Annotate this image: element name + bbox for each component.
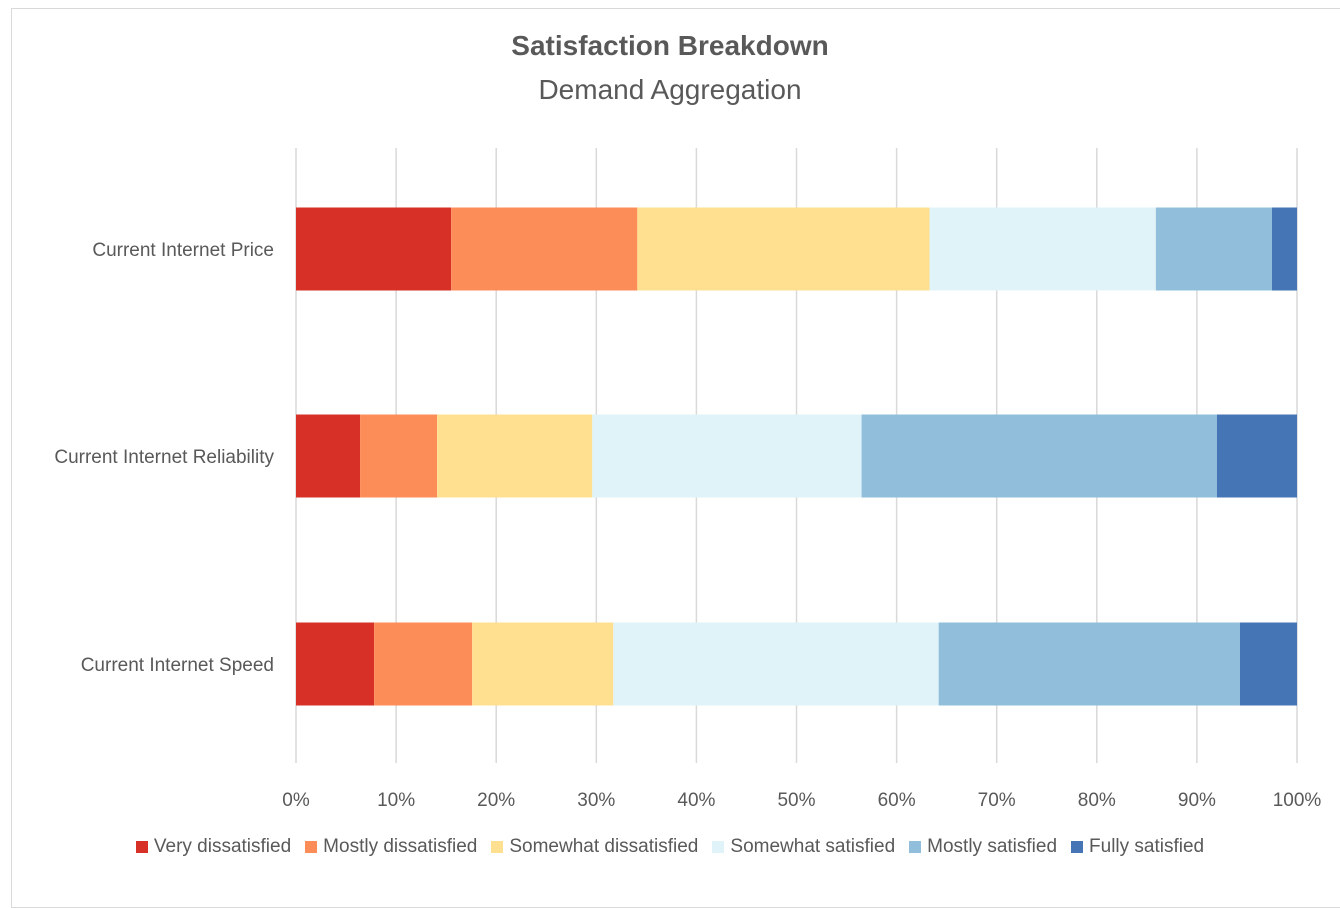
- bar-segment: [1216, 414, 1297, 498]
- bar-segment: [472, 622, 614, 706]
- legend-label: Very dissatisfied: [153, 836, 292, 857]
- x-tick-label: 10%: [377, 790, 415, 811]
- bar-segment: [360, 414, 438, 498]
- x-tick-label: 50%: [777, 790, 815, 811]
- bar-segment: [1271, 207, 1297, 291]
- legend-swatch: [909, 841, 922, 853]
- legend-label: Mostly satisfied: [927, 836, 1058, 857]
- legend-swatch: [305, 841, 318, 853]
- bar-segment: [613, 622, 939, 706]
- legend-item: Mostly dissatisfied: [305, 836, 477, 858]
- bar-segment: [296, 207, 452, 291]
- x-tick-label: 20%: [477, 790, 515, 811]
- chart-plot: 0% 10% 20% 30% 40% 50% 60% 70% 80% 90% 100% Current…: [54, 148, 1322, 811]
- x-tick-label: 0%: [282, 790, 310, 811]
- y-category-label: Current Internet Reliability: [54, 447, 274, 468]
- legend-swatch: [135, 841, 148, 853]
- legend-label: Fully satisfied: [1089, 836, 1205, 857]
- x-tick-label: 70%: [978, 790, 1016, 811]
- legend-swatch: [491, 841, 504, 853]
- legend-item: Mostly satisfied: [909, 836, 1057, 858]
- legend-item: Very dissatisfied: [135, 836, 292, 858]
- legend-item: Somewhat dissatisfied: [491, 836, 698, 858]
- bar-segment: [929, 207, 1156, 291]
- x-tick-label: 90%: [1178, 790, 1216, 811]
- chart-subtitle: Demand Aggregation: [538, 74, 802, 105]
- legend-item: Somewhat satisfied: [712, 836, 895, 858]
- bar-segment: [861, 414, 1217, 498]
- x-tick-label: 80%: [1078, 790, 1116, 811]
- legend-label: Somewhat dissatisfied: [509, 836, 699, 857]
- bar-segment: [1155, 207, 1272, 291]
- bar-segment: [374, 622, 473, 706]
- x-tick-label: 100%: [1273, 790, 1322, 811]
- bar-segment: [451, 207, 638, 291]
- chart-title: Satisfaction Breakdown: [511, 30, 829, 61]
- chart-legend: Very dissatisfied Mostly dissatisfied Some…: [0, 836, 1340, 858]
- legend-label: Somewhat satisfied: [730, 836, 896, 857]
- bar-segment: [592, 414, 862, 498]
- x-tick-label: 30%: [577, 790, 615, 811]
- y-category-label: Current Internet Price: [92, 240, 274, 261]
- bar-segment: [637, 207, 930, 291]
- y-category-label: Current Internet Speed: [81, 655, 274, 676]
- legend-swatch: [712, 841, 725, 853]
- x-tick-label: 60%: [878, 790, 916, 811]
- bar-segment: [296, 622, 375, 706]
- bar-segment: [938, 622, 1240, 706]
- bar-segment: [296, 414, 361, 498]
- legend-label: Mostly dissatisfied: [323, 836, 478, 857]
- bar-segment: [437, 414, 593, 498]
- legend-swatch: [1071, 841, 1084, 853]
- x-tick-label: 40%: [677, 790, 715, 811]
- bar-segment: [1239, 622, 1297, 706]
- legend-item: Fully satisfied: [1071, 836, 1204, 858]
